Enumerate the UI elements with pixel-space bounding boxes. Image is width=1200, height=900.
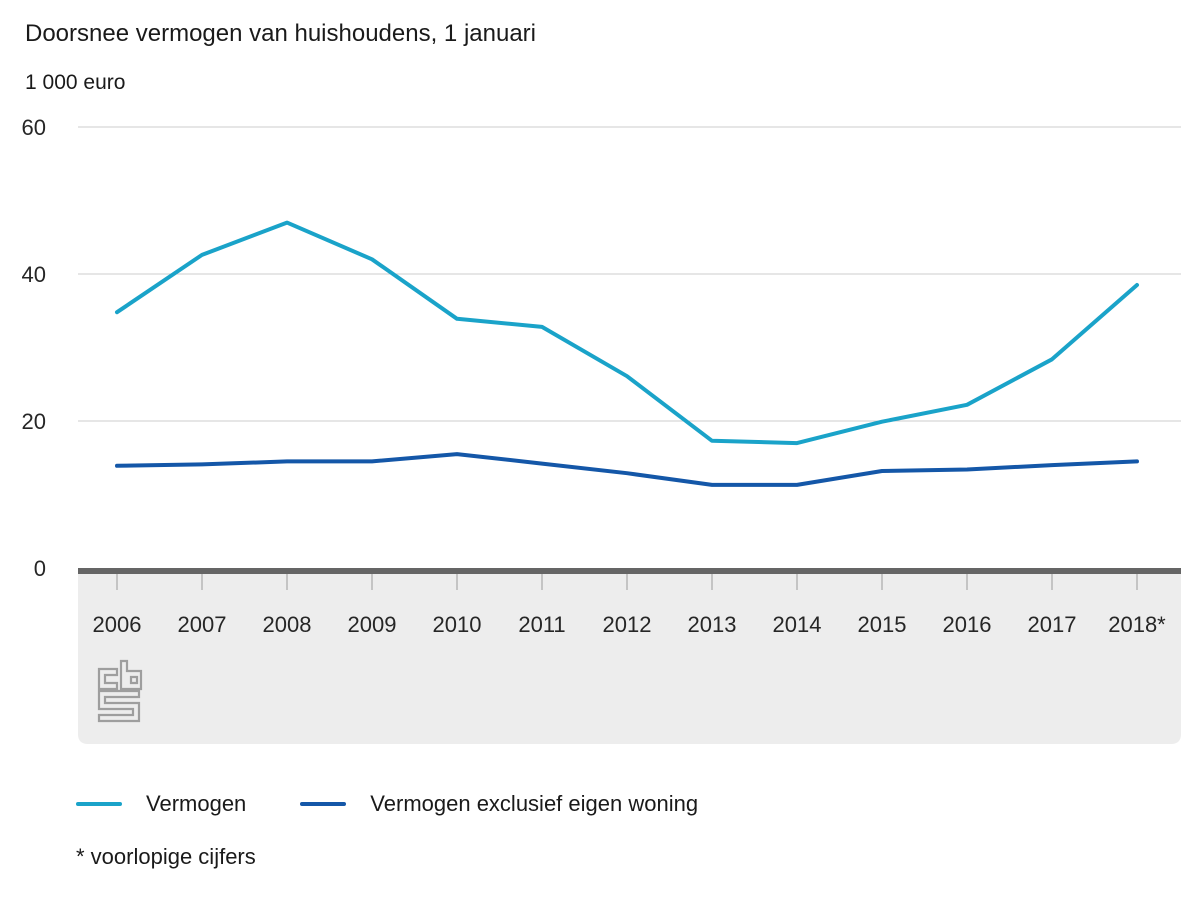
legend-swatch-vermogen (76, 802, 122, 806)
x-axis-labels: 2006 2007 2008 2009 2010 2011 2012 2013 2014 2015… (93, 612, 1167, 637)
chart-title: Doorsnee vermogen van huishoudens, 1 jan… (25, 20, 536, 47)
legend-label-vermogen: Vermogen (146, 791, 247, 816)
x-axis-tick-label: 2011 (518, 612, 565, 637)
x-axis-tick-label: 2006 (93, 612, 142, 637)
x-axis-tick-label: 2017 (1028, 612, 1077, 637)
chart-unit-label: 1 000 euro (25, 71, 126, 94)
legend-swatch-vermogen-exclusief (300, 802, 347, 806)
x-axis-line (78, 568, 1181, 574)
x-axis-tick-label: 2013 (688, 612, 737, 637)
y-axis-tick-label: 60 (22, 115, 46, 140)
y-axis-tick-label: 20 (22, 409, 46, 434)
x-axis-tick-label: 2014 (773, 612, 822, 637)
x-axis-tick-label: 2012 (603, 612, 652, 637)
gridlines (78, 126, 1181, 422)
series-line-vermogen[interactable] (115, 220, 1139, 446)
x-axis-tick-label: 2008 (263, 612, 312, 637)
data-series[interactable] (115, 220, 1139, 487)
x-axis-tick-label: 2009 (348, 612, 397, 637)
legend-item-vermogen[interactable]: Vermogen (76, 791, 246, 817)
x-axis-tick-label: 2016 (943, 612, 992, 637)
series-line-vermogen-exclusief-eigen-woning[interactable] (115, 452, 1139, 487)
x-axis-tick-label: 2010 (433, 612, 482, 637)
legend-label-vermogen-exclusief: Vermogen exclusief eigen woning (370, 791, 699, 816)
x-axis-tick-label: 2007 (178, 612, 227, 637)
y-axis-tick-label: 40 (22, 262, 46, 287)
x-axis-ticks (116, 574, 1138, 590)
x-axis-band (78, 574, 1181, 744)
footnote: * voorlopige cijfers (76, 844, 256, 869)
legend-item-vermogen-exclusief[interactable]: Vermogen exclusief eigen woning (300, 791, 698, 817)
cbs-logo-icon (97, 659, 143, 723)
legend: Vermogen Vermogen exclusief eigen woning (76, 791, 698, 817)
y-axis-labels: 0 20 40 60 (22, 115, 46, 581)
y-axis-tick-label: 0 (34, 556, 46, 581)
x-axis-tick-label: 2015 (858, 612, 907, 637)
x-axis-tick-label: 2018* (1108, 612, 1166, 637)
